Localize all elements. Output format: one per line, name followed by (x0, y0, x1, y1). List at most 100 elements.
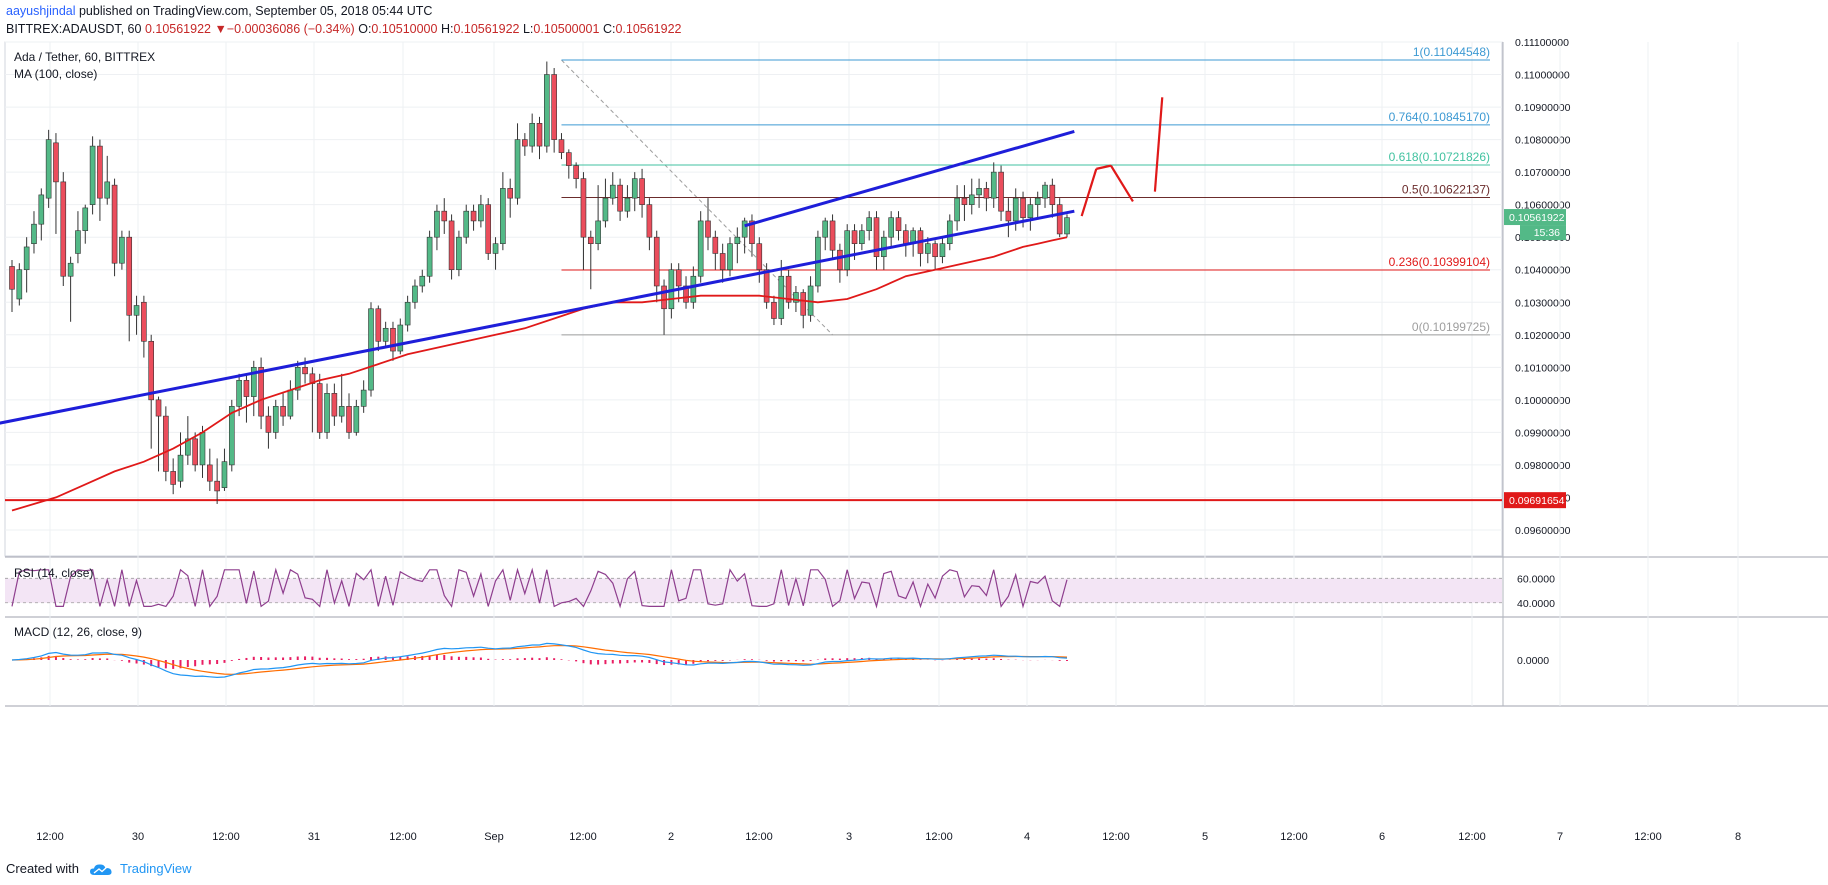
candle-up (89, 145, 96, 205)
candle-up (382, 327, 389, 342)
fib-level-label: 0.5(0.10622137) (1402, 182, 1490, 196)
candle-up (924, 243, 931, 254)
candle-down (536, 123, 543, 147)
candle-down (9, 266, 15, 290)
candle-down (705, 220, 711, 238)
candle-down (837, 249, 843, 271)
candle-down (785, 275, 792, 303)
fib-level-label: 0.236(0.10399104) (1389, 255, 1490, 269)
candle-down (148, 340, 155, 401)
candle-up (338, 406, 345, 417)
close-value: 0.10561922 (615, 22, 682, 36)
y-tick-label: 0.09800000 (1515, 460, 1571, 472)
candle-down (485, 204, 492, 254)
y-tick-label: 0.10000000 (1515, 395, 1571, 407)
candle-up (478, 204, 484, 222)
y-tick-label: 0.10800000 (1515, 135, 1571, 147)
candle-up (119, 236, 125, 264)
open-value: 0.10510000 (371, 22, 438, 36)
candle-down (441, 210, 448, 222)
x-tick-label: 4 (1024, 831, 1030, 843)
candle-up (133, 305, 140, 316)
x-tick-label: 12:00 (1280, 831, 1308, 843)
candle-down (1049, 184, 1056, 205)
candle-down (448, 220, 455, 271)
candle-down (192, 438, 198, 466)
candle-down (507, 188, 513, 199)
candle-up (500, 188, 506, 244)
candle-up (624, 197, 631, 212)
candle-down (617, 184, 623, 212)
candle-down (646, 204, 653, 238)
candle-down (265, 415, 272, 433)
candle-up (888, 217, 894, 238)
candle-up (67, 262, 74, 277)
candle-up (23, 246, 30, 271)
author-link[interactable]: aayushjindal (6, 4, 76, 18)
candle-down (316, 383, 323, 433)
last-value: 0.10561922 (144, 22, 211, 36)
ma-100-line (11, 236, 1068, 512)
candle-up (1042, 184, 1048, 199)
y-tick-label: 0.10600000 (1515, 200, 1571, 212)
candle-up (236, 380, 242, 407)
support-price-tag (1504, 492, 1566, 509)
candle-down (111, 184, 118, 264)
candle-up (793, 292, 799, 303)
candle-up (272, 406, 279, 433)
x-tick-label: 12:00 (1458, 831, 1486, 843)
candle-up (939, 243, 946, 258)
candle-up (324, 393, 330, 433)
published-text: published on TradingView.com, September … (75, 4, 433, 18)
candle-up (250, 367, 257, 397)
x-tick-label: 3 (846, 831, 852, 843)
candle-down (1020, 197, 1026, 218)
y-tick-label: 0.10400000 (1515, 265, 1571, 277)
candle-down (53, 142, 59, 183)
x-tick-label: 8 (1735, 831, 1741, 843)
change-value: −0.00036086 (−0.34%) (226, 22, 355, 36)
candle-up (221, 461, 228, 488)
high-label: H: (440, 22, 454, 36)
tradingview-logo-icon (89, 864, 112, 875)
candle-down (141, 301, 147, 342)
candle-down (214, 480, 220, 492)
fib-diagonal-line (561, 59, 833, 336)
candle-up (514, 139, 521, 199)
fib-level-label: 0(0.10199725) (1412, 320, 1490, 334)
tradingview-brand[interactable]: TradingView (120, 861, 192, 876)
candle-up (82, 207, 89, 231)
candle-down (932, 243, 938, 258)
x-tick-label: 7 (1557, 831, 1563, 843)
candle-up (463, 210, 470, 238)
candle-down (639, 178, 645, 205)
candle-up (185, 438, 191, 456)
candle-down (587, 236, 594, 244)
x-tick-label: 12:00 (1634, 831, 1662, 843)
candle-down (558, 139, 565, 153)
macd-signal-line (11, 644, 1068, 675)
candle-down (573, 165, 579, 179)
last-price-label: 0.10561922 (1509, 212, 1565, 224)
x-tick-label: 12:00 (389, 831, 417, 843)
candle-up (456, 236, 462, 271)
symbol-label: BITTREX:ADAUSDT, 60 (6, 22, 142, 36)
fib-level-label: 0.764(0.10845170) (1389, 110, 1490, 124)
candle-up (734, 236, 741, 244)
candle-down (719, 253, 726, 271)
x-tick-label: 5 (1202, 831, 1208, 843)
publisher-bar: aayushjindal published on TradingView.co… (6, 4, 432, 18)
x-tick-label: 31 (308, 831, 320, 843)
candle-down (903, 230, 909, 244)
candle-down (302, 367, 308, 375)
candle-up (404, 301, 411, 326)
y-tick-label: 0.10200000 (1515, 330, 1571, 342)
candle-up (31, 223, 37, 244)
candle-up (199, 432, 206, 466)
x-tick-label: 6 (1379, 831, 1385, 843)
y-tick-label: 0.11000000 (1515, 70, 1570, 82)
candle-up (690, 275, 697, 303)
candle-down (983, 188, 990, 199)
candle-down (712, 236, 719, 254)
